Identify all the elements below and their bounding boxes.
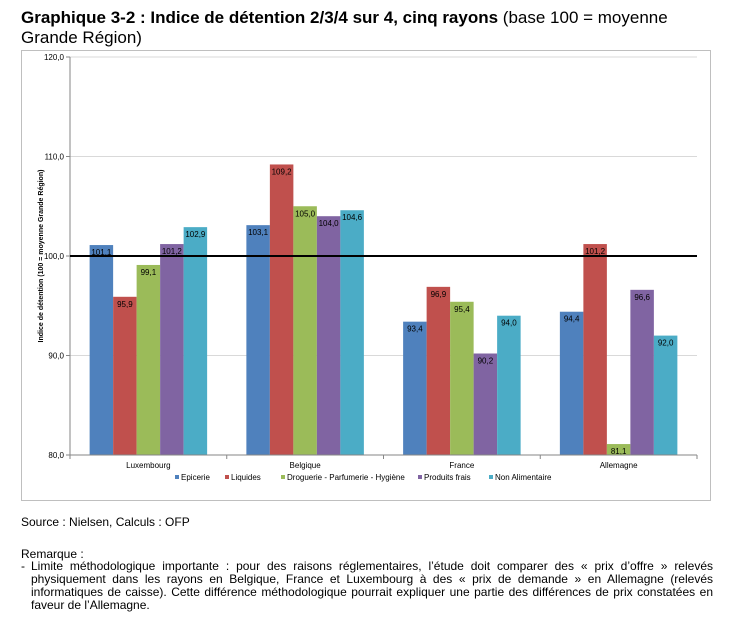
y-axis-label: Indice de détention (100 = moyenne Grand… xyxy=(38,170,45,343)
bar xyxy=(473,353,498,455)
bar xyxy=(269,164,294,455)
data-label: 105,0 xyxy=(295,209,316,218)
bar xyxy=(89,245,114,455)
data-label: 81,1 xyxy=(611,447,627,456)
chart-title-sub: (base 100 = moyenne Grande Région) xyxy=(21,8,668,47)
legend-swatch xyxy=(225,475,229,479)
data-label: 94,0 xyxy=(501,319,517,328)
data-label: 92,0 xyxy=(658,339,674,348)
data-label: 102,9 xyxy=(185,230,206,239)
bar xyxy=(559,311,584,455)
chart-title: Graphique 3-2 : Indice de détention 2/3/… xyxy=(21,8,711,48)
legend-swatch xyxy=(489,475,493,479)
data-label: 101,2 xyxy=(585,247,606,256)
bar xyxy=(450,301,474,455)
bar xyxy=(293,206,317,455)
bar xyxy=(160,244,184,455)
legend-swatch xyxy=(418,475,422,479)
y-tick-label: 110,0 xyxy=(45,153,65,162)
remark-title: Remarque : xyxy=(21,547,84,561)
data-label: 90,2 xyxy=(478,357,494,366)
data-label: 94,4 xyxy=(564,315,580,324)
x-tick-label: Belgique xyxy=(290,461,322,470)
x-tick-label: Allemagne xyxy=(600,461,638,470)
bar xyxy=(403,321,427,455)
y-tick-label: 120,0 xyxy=(44,53,65,62)
data-label: 96,9 xyxy=(431,290,447,299)
bar xyxy=(497,315,521,455)
x-tick-label: Luxembourg xyxy=(126,461,170,470)
bar-chart: 80,0 90,0 100,0 110,0 120,0 Indice de détenti… xyxy=(38,53,698,482)
remark-text: Limite méthodologique importante : pour … xyxy=(31,559,713,612)
data-label: 101,1 xyxy=(91,248,112,257)
bar xyxy=(246,225,270,455)
legend-swatch xyxy=(281,475,285,479)
data-label: 103,1 xyxy=(248,228,269,237)
data-label: 99,1 xyxy=(141,268,157,277)
y-tick-label: 80,0 xyxy=(48,451,64,460)
data-label: 93,4 xyxy=(407,325,423,334)
bar xyxy=(183,227,208,455)
legend-swatch xyxy=(175,475,179,479)
bar xyxy=(113,296,137,455)
legend-label: Produits frais xyxy=(424,473,471,482)
bar xyxy=(426,286,451,455)
bar xyxy=(653,335,678,455)
legend-label: Epicerie xyxy=(181,473,210,482)
data-label: 95,4 xyxy=(454,305,470,314)
bar xyxy=(630,289,654,455)
data-label: 101,2 xyxy=(162,247,183,256)
data-label: 109,2 xyxy=(272,167,293,176)
data-label: 104,0 xyxy=(319,219,340,228)
y-tick-label: 100,0 xyxy=(44,252,65,261)
x-tick-label: France xyxy=(449,461,474,470)
bar xyxy=(583,244,607,455)
bar xyxy=(606,444,631,455)
y-tick-label: 90,0 xyxy=(48,352,64,361)
data-label: 95,9 xyxy=(117,300,133,309)
legend-label: Liquides xyxy=(231,473,261,482)
bar xyxy=(316,216,341,455)
remark-dash: - xyxy=(21,559,25,573)
source-note: Source : Nielsen, Calculs : OFP xyxy=(21,515,190,529)
data-label: 96,6 xyxy=(634,293,650,302)
bar xyxy=(340,210,364,455)
chart-frame xyxy=(21,50,711,501)
data-label: 104,6 xyxy=(342,213,363,222)
legend-label: Non Alimentaire xyxy=(495,473,552,482)
remark-body: - Limite méthodologique importante : pou… xyxy=(21,560,713,612)
legend-label: Droguerie - Parfumerie - Hygiène xyxy=(287,473,405,482)
bar xyxy=(136,264,161,455)
chart-title-main: Graphique 3-2 : Indice de détention 2/3/… xyxy=(21,8,499,27)
